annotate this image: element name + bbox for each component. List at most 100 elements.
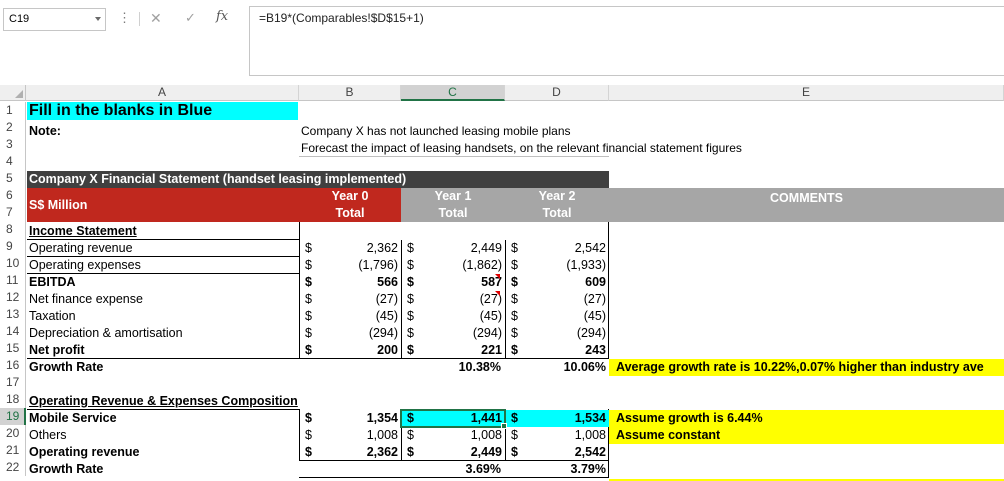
cell-d14[interactable]: (294) xyxy=(576,326,606,340)
row-header-21[interactable]: 21 xyxy=(0,442,26,459)
cell-d13[interactable]: (45) xyxy=(583,309,606,323)
cell-d12[interactable]: (27) xyxy=(583,292,606,306)
cell-a6[interactable]: S$ Million xyxy=(27,188,299,222)
cell-d22[interactable]: 3.79% xyxy=(570,462,606,476)
row-header-2[interactable]: 2 xyxy=(0,119,26,136)
cell-a13[interactable]: Taxation xyxy=(29,309,76,323)
row-header-11[interactable]: 11 xyxy=(0,272,26,289)
cell-b21[interactable]: 2,362 xyxy=(366,445,398,459)
comment-indicator-icon[interactable] xyxy=(495,291,500,296)
cell-b11[interactable]: 566 xyxy=(377,275,398,289)
row-header-22[interactable]: 22 xyxy=(0,459,26,476)
cell-d15[interactable]: 243 xyxy=(585,343,606,357)
cell-c13[interactable]: (45) xyxy=(479,309,502,323)
cell-a15[interactable]: Net profit xyxy=(29,343,85,357)
cell-b15[interactable]: 200 xyxy=(377,343,398,357)
row-header-16[interactable]: 16 xyxy=(0,357,26,374)
more-options-icon[interactable]: ⋮ xyxy=(118,10,131,25)
row-header-9[interactable]: 9 xyxy=(0,238,26,255)
cell-c10[interactable]: (1,862) xyxy=(462,258,502,272)
enter-icon[interactable]: ✓ xyxy=(185,10,196,25)
cell-b9[interactable]: 2,362 xyxy=(366,241,398,255)
row-header-7[interactable]: 7 xyxy=(0,204,26,221)
cell-d9[interactable]: 2,542 xyxy=(574,241,606,255)
cell-c22[interactable]: 3.69% xyxy=(465,462,501,476)
insert-function-icon[interactable]: fx xyxy=(216,9,229,24)
cell-a9[interactable]: Operating revenue xyxy=(29,241,133,255)
cell-a1[interactable]: Fill in the blanks in Blue xyxy=(27,102,298,120)
cell-c19[interactable]: 1,441 xyxy=(470,411,502,425)
cell-b12[interactable]: (27) xyxy=(375,292,398,306)
row-header-10[interactable]: 10 xyxy=(0,255,26,272)
row-header-8[interactable]: 8 xyxy=(0,221,26,238)
row-header-3[interactable]: 3 xyxy=(0,136,26,153)
cell-c9[interactable]: 2,449 xyxy=(470,241,502,255)
row-header-18[interactable]: 18 xyxy=(0,391,26,408)
name-box[interactable]: C19 xyxy=(3,8,106,31)
row-header-12[interactable]: 12 xyxy=(0,289,26,306)
cell-e20[interactable]: Assume constant xyxy=(609,427,1004,444)
row-header-6[interactable]: 6 xyxy=(0,187,26,204)
cell-d20[interactable]: 1,008 xyxy=(574,428,606,442)
cell-c16[interactable]: 10.38% xyxy=(458,360,501,374)
select-all-corner[interactable] xyxy=(0,85,26,101)
cell-c21[interactable]: 2,449 xyxy=(470,445,502,459)
fill-handle[interactable] xyxy=(501,423,507,429)
cell-c15[interactable]: 221 xyxy=(481,343,502,357)
cell-a22[interactable]: Growth Rate xyxy=(29,462,104,476)
cell-a21[interactable]: Operating revenue xyxy=(29,445,140,459)
row-header-4[interactable]: 4 xyxy=(0,153,26,170)
cell-b3[interactable]: Forecast the impact of leasing handsets,… xyxy=(301,141,742,155)
column-header-e[interactable]: E xyxy=(609,85,1004,101)
cell-d10[interactable]: (1,933) xyxy=(566,258,606,272)
cell-e16[interactable]: Average growth rate is 10.22%,0.07% high… xyxy=(609,359,1004,376)
cell-a18[interactable]: Operating Revenue & Expenses Composition xyxy=(29,394,298,408)
cell-c6[interactable]: Year 1 Total xyxy=(401,188,505,222)
chevron-down-icon[interactable] xyxy=(95,17,101,21)
column-header-a[interactable]: A xyxy=(26,85,299,101)
cell-c20[interactable]: 1,008 xyxy=(470,428,502,442)
row-header-1[interactable]: 1 xyxy=(0,102,26,119)
row-header-14[interactable]: 14 xyxy=(0,323,26,340)
cell-a12[interactable]: Net finance expense xyxy=(29,292,143,306)
row-header-5[interactable]: 5 xyxy=(0,170,26,187)
cell-b2[interactable]: Company X has not launched leasing mobil… xyxy=(301,124,571,138)
cell-b20[interactable]: 1,008 xyxy=(366,428,398,442)
column-header-d[interactable]: D xyxy=(505,85,609,101)
column-header-b[interactable]: B xyxy=(299,85,401,101)
row-header-15[interactable]: 15 xyxy=(0,340,26,357)
cell-a2[interactable]: Note: xyxy=(29,124,61,138)
cell-c12[interactable]: (27) xyxy=(479,292,502,306)
cell-a8[interactable]: Income Statement xyxy=(29,224,137,238)
cell-a10[interactable]: Operating expenses xyxy=(29,258,141,272)
row-header-19[interactable]: 19 xyxy=(0,408,26,425)
column-header-c[interactable]: C xyxy=(401,85,505,101)
formula-input[interactable]: =B19*(Comparables!$D$15+1) xyxy=(249,6,1004,76)
cell-a19[interactable]: Mobile Service xyxy=(29,411,117,425)
row-header-13[interactable]: 13 xyxy=(0,306,26,323)
cell-a14[interactable]: Depreciation & amortisation xyxy=(29,326,183,340)
comment-indicator-icon[interactable] xyxy=(495,274,500,279)
cell-e19[interactable]: Assume growth is 6.44% xyxy=(609,410,1004,427)
cancel-icon[interactable]: ✕ xyxy=(150,10,162,26)
cell-b19[interactable]: 1,354 xyxy=(366,411,398,425)
cell-d19[interactable]: 1,534 xyxy=(574,411,606,425)
cell-d6[interactable]: Year 2 Total xyxy=(505,188,609,222)
cell-a20[interactable]: Others xyxy=(29,428,67,442)
cell-d16[interactable]: 10.06% xyxy=(563,360,606,374)
cell-e6[interactable]: COMMENTS xyxy=(609,188,1004,222)
cell-b13[interactable]: (45) xyxy=(375,309,398,323)
cell-c11[interactable]: 587 xyxy=(481,275,502,289)
row-header-20[interactable]: 20 xyxy=(0,425,26,442)
spreadsheet-grid[interactable]: A B C D E 1 2 3 4 5 6 7 8 9 10 11 12 13 14 15 16 17 18 19 2… xyxy=(0,82,1004,481)
cell-d11[interactable]: 609 xyxy=(585,275,606,289)
cell-d21[interactable]: 2,542 xyxy=(574,445,606,459)
row-header-17[interactable]: 17 xyxy=(0,374,26,391)
cell-b14[interactable]: (294) xyxy=(368,326,398,340)
cell-a16[interactable]: Growth Rate xyxy=(29,360,104,374)
cell-c14[interactable]: (294) xyxy=(472,326,502,340)
cell-a5[interactable]: Company X Financial Statement (handset l… xyxy=(27,171,609,188)
cell-a11[interactable]: EBITDA xyxy=(29,275,76,289)
cell-b6[interactable]: Year 0 Total xyxy=(299,188,401,222)
cell-b10[interactable]: (1,796) xyxy=(358,258,398,272)
